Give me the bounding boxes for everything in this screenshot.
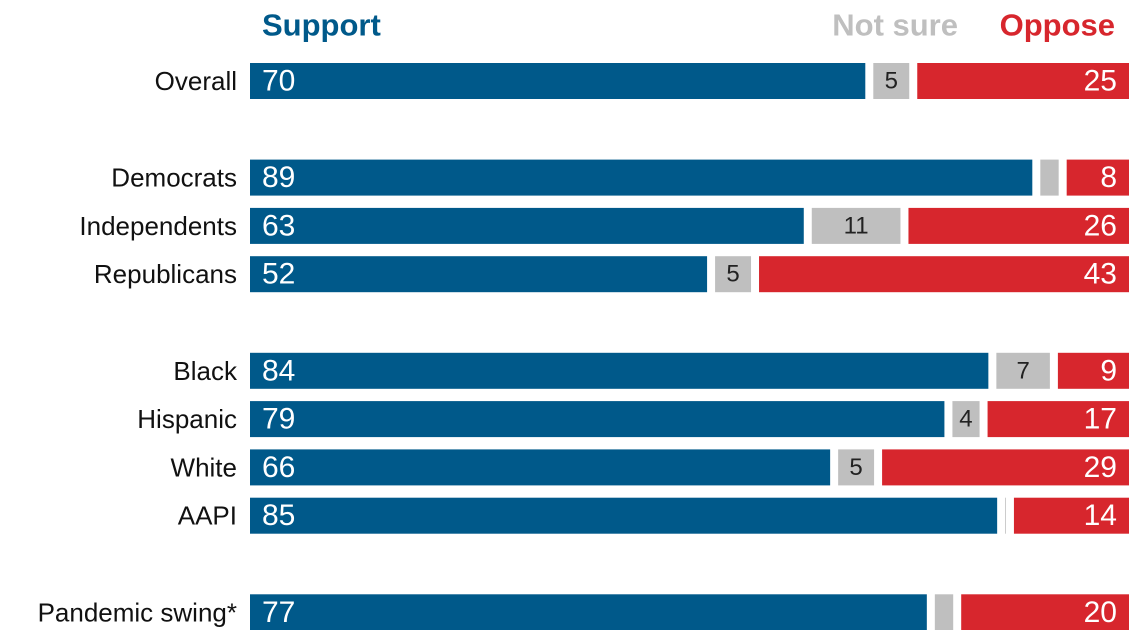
value-label: 20: [1084, 596, 1117, 629]
value-label: 9: [1100, 354, 1117, 387]
bar-segment: [838, 449, 875, 486]
value-label: 17: [1084, 403, 1117, 436]
category-label: Independents: [79, 211, 237, 241]
bar-segment: [1040, 159, 1059, 196]
category-label: Pandemic swing*: [38, 597, 237, 627]
category-label: Hispanic: [137, 404, 237, 434]
value-label: 5: [849, 454, 862, 481]
bar-segment: [882, 449, 1129, 486]
value-label: 43: [1084, 258, 1117, 291]
legend-label: Support: [262, 8, 381, 43]
value-label: 5: [726, 261, 739, 288]
value-label: 79: [262, 403, 295, 436]
bar-segment: [250, 594, 927, 630]
legend-label: Not sure: [832, 8, 958, 43]
bar-segment: [250, 159, 1033, 196]
category-label: Overall: [155, 66, 237, 96]
category-label: Democrats: [111, 163, 237, 193]
value-label: 84: [262, 354, 295, 387]
bar-segment: [715, 256, 752, 293]
value-label: 89: [262, 161, 295, 194]
bar-segment: [952, 401, 980, 438]
value-label: 77: [262, 596, 295, 629]
bar-segment: [250, 63, 866, 99]
bar-segment: [1005, 497, 1006, 534]
bar-segment: [917, 63, 1129, 99]
bar-segment: [759, 256, 1129, 293]
bar-segment: [250, 207, 804, 244]
bar-segment: [811, 207, 901, 244]
value-label: 70: [262, 65, 295, 98]
value-label: 14: [1084, 499, 1117, 532]
value-label: 85: [262, 499, 295, 532]
value-label: 66: [262, 451, 295, 484]
bar-segment: [250, 256, 708, 293]
value-label: 8: [1100, 161, 1117, 194]
value-label: 26: [1084, 209, 1117, 242]
bar-segment: [250, 352, 989, 389]
category-label: Republicans: [94, 259, 237, 289]
category-label: Black: [173, 356, 238, 386]
value-label: 7: [1016, 357, 1029, 384]
category-label: AAPI: [178, 501, 237, 531]
value-label: 4: [959, 406, 972, 433]
value-label: 52: [262, 258, 295, 291]
legend-label: Oppose: [1000, 8, 1115, 43]
bar-segment: [250, 449, 831, 486]
bar-segment: [1057, 352, 1129, 389]
bar-segment: [987, 401, 1129, 438]
category-label: White: [171, 452, 237, 482]
bar-segment: [1013, 497, 1129, 534]
bar-segment: [873, 63, 910, 99]
bar-segment: [250, 497, 998, 534]
bar-segment: [961, 594, 1129, 630]
bar-segment: [1066, 159, 1129, 196]
bar-segment: [996, 352, 1050, 389]
bar-segment: [908, 207, 1129, 244]
value-label: 63: [262, 209, 295, 242]
value-label: 25: [1084, 65, 1117, 98]
bar-segment: [934, 594, 954, 630]
value-label: 11: [844, 212, 869, 239]
value-label: 5: [885, 68, 898, 95]
bar-segment: [250, 401, 945, 438]
value-label: 29: [1084, 451, 1117, 484]
